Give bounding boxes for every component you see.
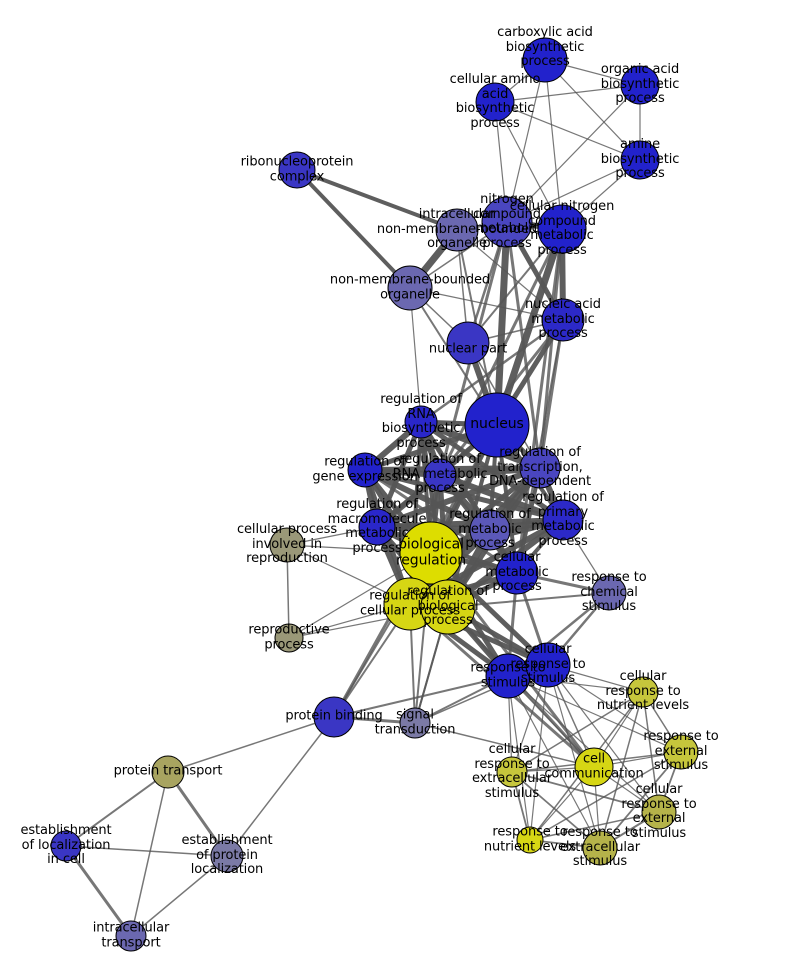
graph-edge [130, 771, 169, 937]
graph-edge [599, 691, 644, 849]
graph-node-cell-communication[interactable] [574, 747, 614, 787]
graph-node-establishment-of-localization-in-cell[interactable] [50, 830, 82, 862]
graph-edge [544, 59, 641, 161]
graph-edge [515, 227, 564, 575]
graph-edge [64, 844, 133, 938]
graph-node-ribonucleoprotein-complex[interactable] [278, 151, 316, 189]
graph-edge [599, 751, 682, 849]
graph-node-cellular-response-to-extracellular-stimulus[interactable] [496, 756, 528, 788]
graph-node-regulation-of-gene-expression[interactable] [347, 452, 383, 488]
graph-edge [467, 228, 563, 344]
graph-edge [167, 716, 335, 773]
graph-edge [544, 59, 563, 230]
graph-node-cellular-nitrogen-compound-metabolic-process[interactable] [537, 204, 587, 254]
graph-node-intracellular-transport[interactable] [115, 920, 147, 952]
graph-node-nucleus[interactable] [464, 392, 530, 458]
graph-node-response-to-stimulus[interactable] [485, 653, 531, 699]
graph-node-establishment-of-protein-localization[interactable] [210, 839, 244, 873]
graph-edge [362, 467, 566, 523]
graph-node-regulation-of-metabolic-process[interactable] [469, 509, 511, 551]
graph-edge [65, 845, 228, 857]
graph-edge [507, 675, 682, 753]
graph-edge [494, 84, 641, 103]
graph-node-nucleic-acid-metabolic-process[interactable] [541, 298, 585, 342]
graph-node-cellular-response-to-nutrient-levels[interactable] [627, 676, 659, 708]
graph-node-cellular-response-to-external-stimulus[interactable] [641, 794, 677, 830]
graph-edge [507, 675, 601, 849]
graph-edge [547, 664, 682, 753]
graph-node-signal-transduction[interactable] [399, 707, 431, 739]
graph-node-regulation-of-rna-biosynthetic-process[interactable] [404, 405, 438, 439]
graph-edge [547, 664, 660, 813]
graph-edge [529, 811, 660, 841]
graph-node-nitrogen-compound-metabolic-process[interactable] [481, 196, 533, 248]
graph-edge [295, 168, 412, 290]
graph-node-reproductive-process[interactable] [274, 623, 304, 653]
graph-edge [130, 855, 228, 937]
graph-edge [529, 751, 682, 841]
graph-node-regulation-of-transcription-dna-dependent[interactable] [519, 447, 561, 489]
graph-edge [295, 168, 459, 232]
graph-node-non-membrane-bounded-organelle[interactable] [387, 265, 433, 311]
graph-node-regulation-of-biological-process[interactable] [420, 579, 476, 635]
graph-edge [511, 691, 644, 773]
graph-edge [226, 716, 335, 857]
graph-edge [419, 318, 565, 424]
graph-node-cellular-process-involved-in-reproduction[interactable] [269, 527, 305, 563]
graph-node-regulation-of-primary-metabolic-process[interactable] [542, 499, 584, 541]
graph-node-amine-biosynthetic-process[interactable] [620, 140, 660, 180]
graph-edge [511, 771, 601, 849]
graph-edge [507, 675, 531, 841]
graph-node-cellular-amino-acid-biosynthetic-process[interactable] [475, 82, 515, 122]
graph-node-cellular-metabolic-process[interactable] [495, 551, 539, 595]
graph-edge [493, 225, 566, 429]
graph-edge [494, 101, 641, 161]
graph-node-biological-regulation[interactable] [399, 521, 463, 585]
graph-edge [362, 467, 493, 533]
graph-node-carboxylic-acid-biosynthetic-process[interactable] [522, 37, 568, 83]
graph-node-response-to-extracellular-stimulus[interactable] [582, 830, 618, 866]
graph-edge [506, 59, 546, 223]
graph-node-organic-acid-biosynthetic-process[interactable] [620, 65, 660, 105]
edge-layer [64, 59, 682, 938]
graph-node-protein-transport[interactable] [151, 755, 185, 789]
graph-edge [456, 229, 564, 321]
graph-node-regulation-of-rna-metabolic-process[interactable] [423, 458, 457, 492]
graph-edge [333, 675, 509, 718]
graph-edge [547, 664, 601, 849]
graph-edge [65, 771, 169, 847]
node-layer [50, 37, 699, 952]
graph-edge [409, 287, 564, 321]
graph-edge [493, 218, 511, 429]
graph-edge [642, 691, 660, 813]
graph-node-regulation-of-macromolecule-metabolic-process[interactable] [358, 508, 396, 546]
graph-node-response-to-external-stimulus[interactable] [663, 734, 699, 770]
graph-node-cellular-response-to-stimulus[interactable] [525, 642, 571, 688]
graph-edge [511, 771, 660, 813]
graph-node-response-to-chemical-stimulus[interactable] [591, 575, 627, 611]
graph-node-response-to-nutrient-levels[interactable] [516, 826, 544, 854]
graph-node-protein-binding[interactable] [313, 696, 355, 738]
graph-node-intracellular-non-membrane-bounded-organelle[interactable] [435, 208, 479, 252]
graph-edge [166, 770, 229, 858]
graph-node-nuclear-part[interactable] [446, 321, 490, 365]
graph-edge [506, 84, 641, 223]
graph-edge [529, 664, 549, 841]
graph-edge [414, 722, 595, 768]
